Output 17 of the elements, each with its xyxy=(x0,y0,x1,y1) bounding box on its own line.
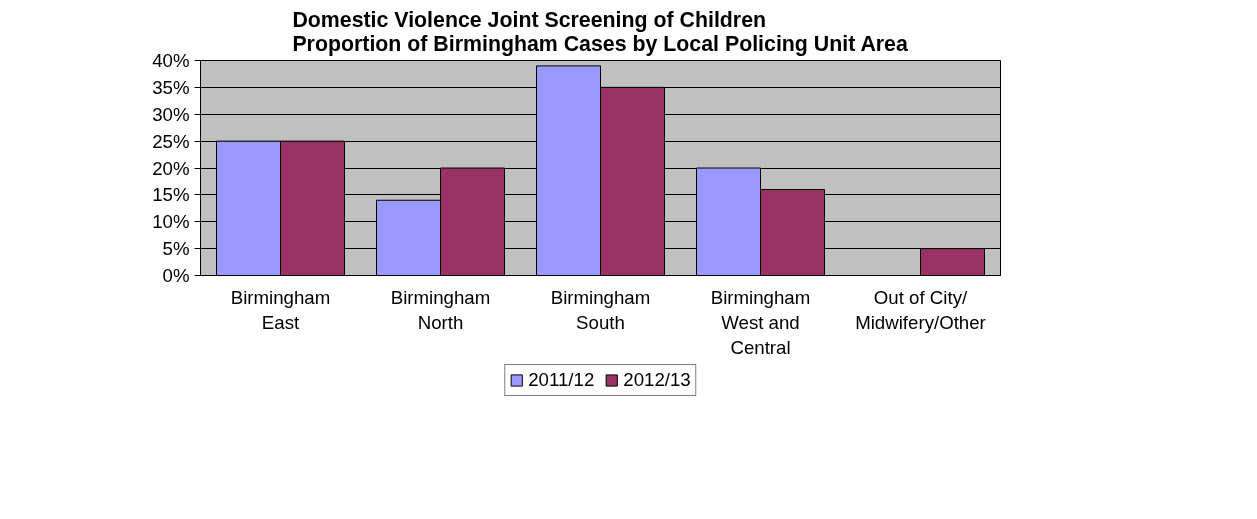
y-tick-label: 20% xyxy=(152,157,190,179)
y-tick-label: 40% xyxy=(152,50,190,71)
legend-label: 2011/12 xyxy=(528,369,595,391)
y-tick-label: 30% xyxy=(152,103,190,125)
y-tick-label: 15% xyxy=(152,184,190,206)
x-tick-label: Out of City/ Midwifery/Other xyxy=(855,286,986,333)
y-tick-label: 10% xyxy=(152,211,190,233)
y-tick-label: 5% xyxy=(162,238,190,260)
x-tick-label: Birmingham North xyxy=(390,286,491,333)
x-tick-label: Birmingham West and Central xyxy=(710,286,811,358)
chart-title: Domestic Violence Joint Screening of Children Proportion of Birmingham Cases by Local Policing Unit Area xyxy=(292,7,908,56)
y-tick-label: 25% xyxy=(152,130,190,152)
y-tick-label: 35% xyxy=(152,76,190,98)
y-tick-label: 0% xyxy=(162,265,190,286)
x-tick-label: Birmingham East xyxy=(230,286,331,333)
x-tick-label: Birmingham South xyxy=(550,286,651,333)
legend-label: 2012/13 xyxy=(623,369,691,391)
